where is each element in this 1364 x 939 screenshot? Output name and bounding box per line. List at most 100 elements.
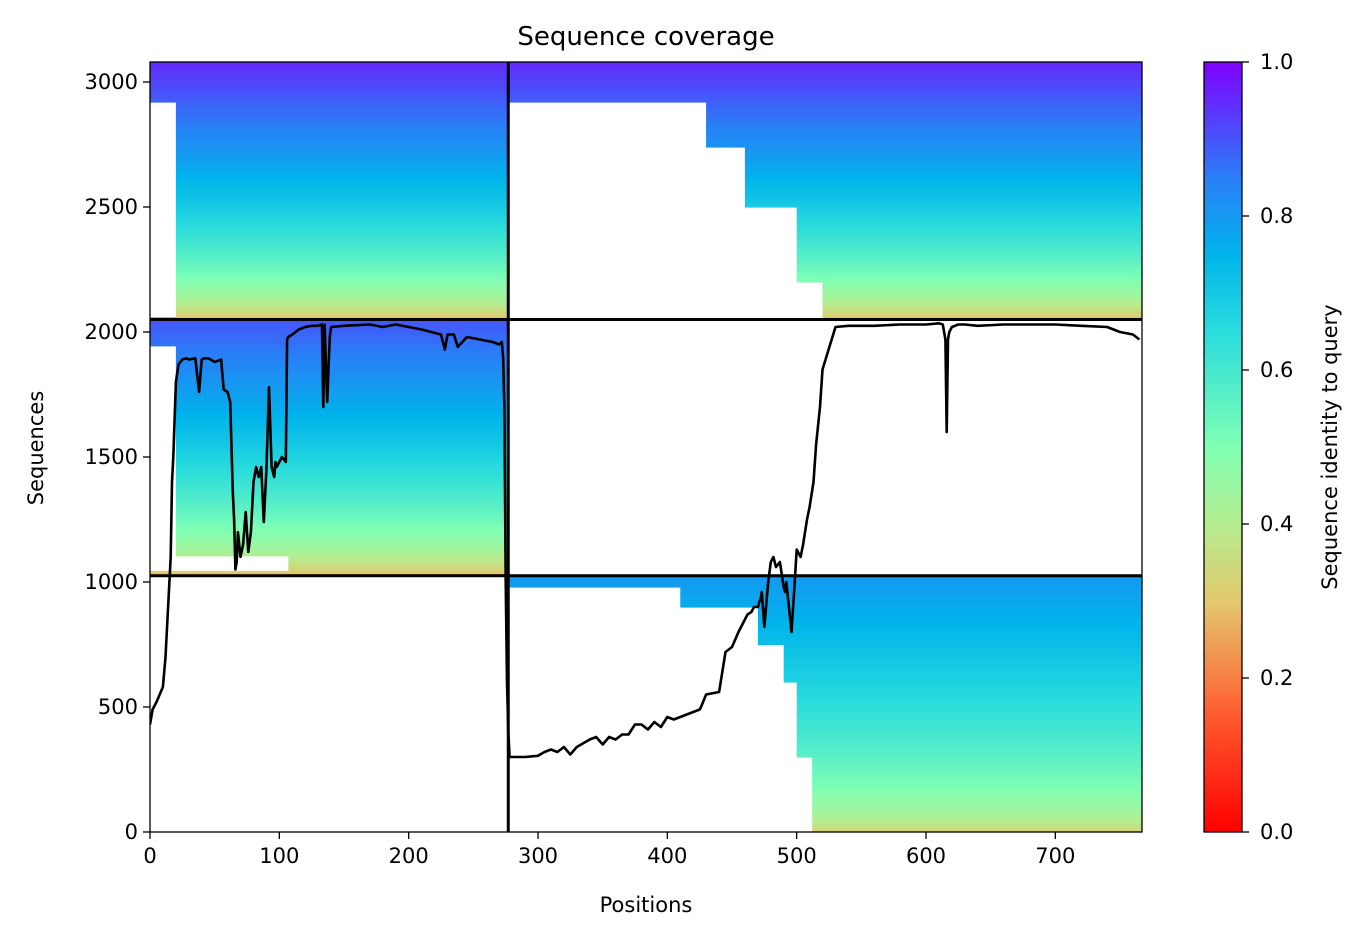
coverage-row [744, 187, 1142, 191]
coverage-row [812, 819, 1142, 823]
coverage-row [508, 69, 1142, 73]
coverage-row [175, 405, 509, 409]
coverage-row [175, 112, 509, 116]
coverage-row [812, 774, 1142, 778]
coverage-row [175, 109, 509, 113]
coverage-row [175, 142, 509, 146]
colorbar-tick-label: 0.2 [1260, 666, 1293, 690]
coverage-row [706, 139, 1142, 143]
coverage-row [796, 237, 1142, 241]
coverage-row [508, 97, 1142, 101]
coverage-row [175, 144, 509, 148]
x-tick-label: 600 [906, 844, 946, 868]
coverage-row [150, 92, 509, 96]
coverage-row [706, 124, 1142, 128]
coverage-row [796, 257, 1142, 261]
coverage-row [744, 184, 1142, 188]
coverage-row [150, 67, 509, 71]
coverage-row [783, 669, 1142, 673]
coverage-row [508, 64, 1142, 68]
coverage-row [175, 475, 509, 479]
x-tick-label: 0 [143, 844, 156, 868]
coverage-row [175, 508, 509, 512]
coverage-row [175, 274, 509, 278]
coverage-row [744, 169, 1142, 173]
coverage-row [150, 323, 509, 327]
coverage-row [175, 102, 509, 106]
coverage-row [796, 714, 1142, 718]
coverage-row [796, 699, 1142, 703]
coverage-row [757, 617, 1142, 621]
chart-title: Sequence coverage [517, 22, 774, 52]
coverage-row [757, 637, 1142, 641]
coverage-row [680, 599, 1142, 603]
coverage-row [175, 433, 509, 437]
coverage-row [812, 792, 1142, 796]
coverage-row [175, 132, 509, 136]
coverage-row [796, 274, 1142, 278]
coverage-row [744, 172, 1142, 176]
coverage-row [744, 177, 1142, 181]
coverage-row [175, 247, 509, 251]
coverage-row [706, 127, 1142, 131]
coverage-row [150, 82, 509, 86]
coverage-row [706, 104, 1142, 108]
coverage-row [812, 809, 1142, 813]
coverage-row [508, 99, 1142, 103]
coverage-row [175, 204, 509, 208]
coverage-row [744, 149, 1142, 153]
coverage-row [796, 249, 1142, 253]
coverage-row [175, 267, 509, 271]
coverage-row [175, 309, 509, 313]
coverage-row [175, 259, 509, 263]
coverage-row [796, 739, 1142, 743]
coverage-row [796, 754, 1142, 758]
coverage-row [796, 682, 1142, 686]
coverage-row [796, 747, 1142, 751]
coverage-row [812, 812, 1142, 816]
coverage-row [175, 157, 509, 161]
coverage-row [175, 415, 509, 419]
coverage-row [680, 594, 1142, 598]
coverage-row [150, 64, 509, 68]
coverage-row [175, 104, 509, 108]
coverage-row [150, 79, 509, 83]
coverage-row [175, 495, 509, 499]
coverage-row [175, 159, 509, 163]
coverage-row [175, 239, 509, 243]
coverage-row [175, 478, 509, 482]
coverage-row [288, 558, 509, 562]
coverage-row [508, 92, 1142, 96]
colorbar-tick-label: 0.4 [1260, 512, 1293, 536]
coverage-row [175, 249, 509, 253]
coverage-row [796, 267, 1142, 271]
coverage-row [175, 232, 509, 236]
coverage-row [175, 152, 509, 156]
coverage-row [744, 154, 1142, 158]
coverage-row [175, 548, 509, 552]
coverage-row [822, 307, 1142, 311]
coverage-row [150, 72, 509, 76]
coverage-row [175, 119, 509, 123]
coverage-row [175, 304, 509, 308]
coverage-row [812, 802, 1142, 806]
coverage-row [150, 62, 509, 66]
coverage-row [175, 443, 509, 447]
coverage-row [706, 144, 1142, 148]
coverage-row [175, 438, 509, 442]
coverage-row [175, 348, 509, 352]
coverage-row [150, 94, 509, 98]
coverage-row [757, 614, 1142, 618]
coverage-row [796, 707, 1142, 711]
coverage-row [175, 360, 509, 364]
coverage-row [783, 657, 1142, 661]
coverage-row [796, 254, 1142, 258]
coverage-row [744, 197, 1142, 201]
coverage-row [796, 222, 1142, 226]
coverage-row [175, 192, 509, 196]
coverage-row [150, 570, 509, 574]
coverage-row [175, 488, 509, 492]
coverage-row [706, 117, 1142, 121]
coverage-row [812, 807, 1142, 811]
